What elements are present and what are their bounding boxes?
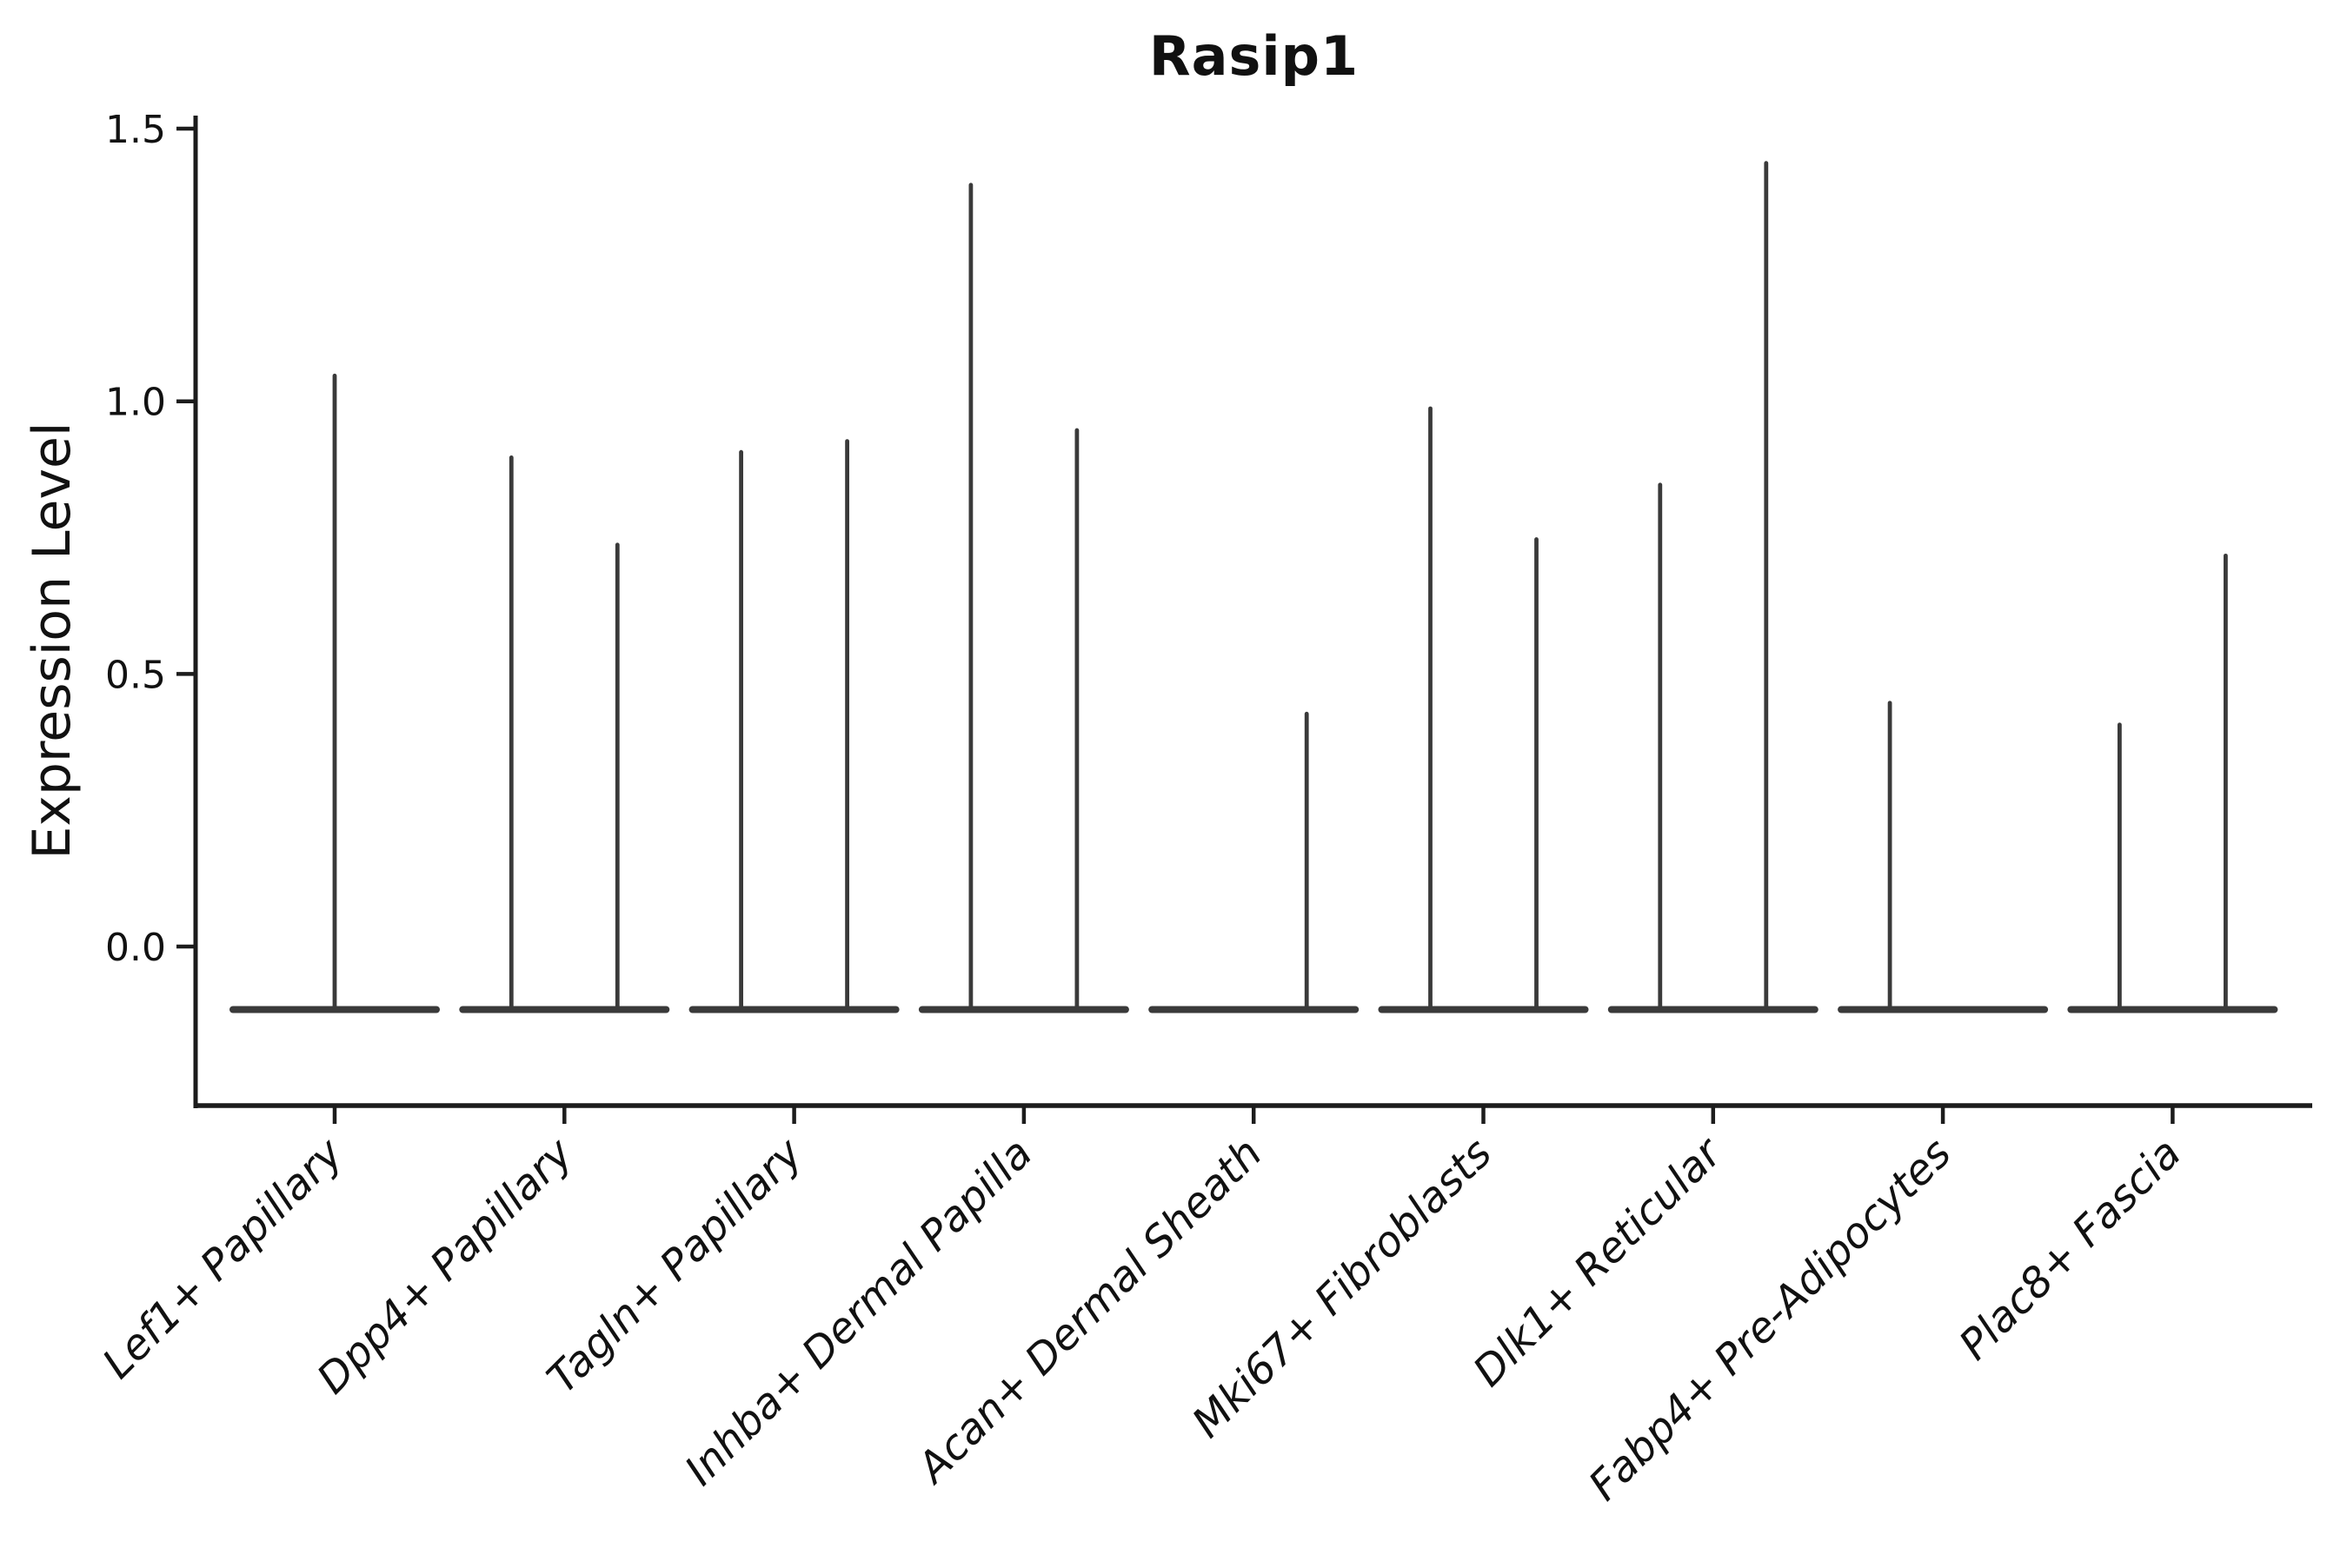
chart-title: Rasip1 [1148, 24, 1360, 88]
x-tick-label: Fabp4+ Pre-Adipocytes [1579, 1129, 1961, 1511]
y-tick-label: 1.0 [105, 381, 166, 425]
x-tick-label: Dlk1+ Reticular [1464, 1127, 1733, 1397]
x-tick-label: Tagln+ Papillary [538, 1128, 813, 1403]
y-tick-label: 0.5 [105, 653, 166, 697]
y-axis-label: Expression Level [22, 422, 83, 860]
y-tick-label: 0.0 [105, 926, 166, 970]
y-tick-label: 1.5 [105, 108, 166, 152]
x-tick-label: Plac8+ Fascia [1950, 1129, 2191, 1370]
x-tick-label: Lef1+ Papillary [93, 1128, 353, 1388]
x-tick-label: Dpp4+ Papillary [308, 1128, 582, 1403]
